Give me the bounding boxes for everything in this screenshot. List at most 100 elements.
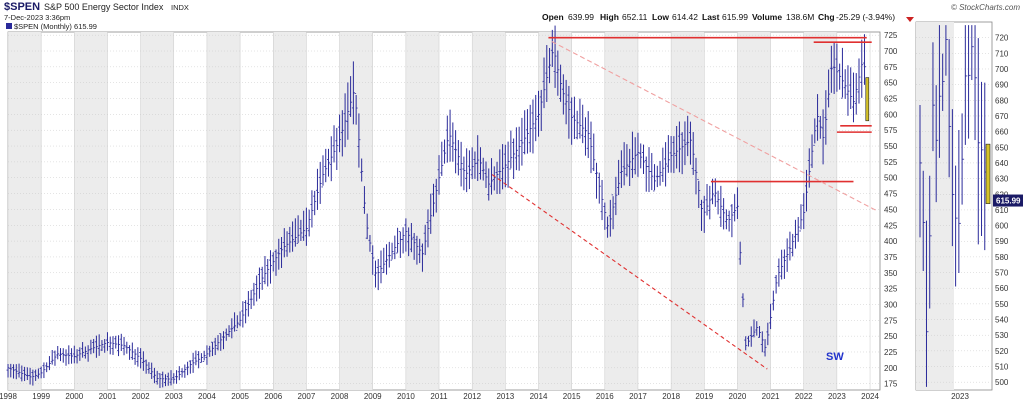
y-tick-label: 725 (884, 31, 898, 40)
low-value: 614.42 (672, 12, 698, 22)
mini-y-tick-label: 700 (995, 65, 1009, 74)
x-tick-label: 2018 (662, 392, 680, 401)
mini-y-tick-label: 660 (995, 128, 1009, 137)
x-tick-label: 2014 (530, 392, 548, 401)
year-shade-band (671, 32, 705, 390)
y-tick-label: 425 (884, 221, 898, 230)
mini-y-tick-label: 630 (995, 175, 1009, 184)
year-shade-band (8, 32, 42, 390)
x-tick-label: 2005 (231, 392, 249, 401)
mini-last-bar (985, 143, 991, 204)
y-tick-label: 550 (884, 142, 898, 151)
chart-ticker: $SPEN (4, 1, 40, 13)
y-tick-label: 675 (884, 63, 898, 72)
legend-swatch (6, 23, 12, 29)
mini-y-tick-label: 520 (995, 347, 1009, 356)
main-panel: 175 200 225 250 275 300 325 350 375 400 425 450 475 5… (0, 25, 898, 401)
y-tick-label: 600 (884, 110, 898, 119)
y-tick-label: 300 (884, 300, 898, 309)
mini-y-tick-label: 690 (995, 81, 1009, 90)
mini-y-tick-label: 680 (995, 96, 1009, 105)
x-tick-label: 2008 (331, 392, 349, 401)
y-tick-label: 500 (884, 174, 898, 183)
x-tick-label: 2010 (397, 392, 415, 401)
y-tick-label: 400 (884, 237, 898, 246)
mini-y-tick-label: 510 (995, 363, 1009, 372)
mini-y-tick-label: 710 (995, 49, 1009, 58)
x-tick-label: 2011 (430, 392, 448, 401)
mini-y-tick-label: 540 (995, 316, 1009, 325)
mini-y-tick-label: 560 (995, 284, 1009, 293)
chg-label: Chg (818, 12, 835, 22)
x-tick-label: 2020 (729, 392, 747, 401)
mini-y-tick-label: 610 (995, 206, 1009, 215)
y-tick-label: 625 (884, 95, 898, 104)
mini-y-tick-label: 550 (995, 300, 1009, 309)
ohlc-readout: Open 639.99 High 652.11 Low 614.42 Last … (542, 12, 914, 22)
x-tick-label: 2022 (795, 392, 813, 401)
x-tick-label: 2007 (298, 392, 316, 401)
last-label: Last (702, 12, 720, 22)
high-value: 652.11 (622, 12, 648, 22)
y-tick-label: 650 (884, 79, 898, 88)
y-tick-label: 275 (884, 316, 898, 325)
chart-exchange: INDX (171, 3, 189, 12)
y-tick-label: 575 (884, 126, 898, 135)
y-tick-label: 325 (884, 285, 898, 294)
x-tick-label: 2001 (99, 392, 117, 401)
x-tick-label: 2002 (132, 392, 150, 401)
open-label: Open (542, 12, 564, 22)
trend-line (551, 41, 877, 212)
x-tick-label: 2024 (861, 392, 879, 401)
mini-y-tick-label: 650 (995, 143, 1009, 152)
year-shade-band (339, 32, 373, 390)
x-tick-label: 2017 (629, 392, 647, 401)
trend-line (491, 174, 768, 370)
chg-value: -25.29 (-3.94%) (836, 12, 895, 22)
y-tick-label: 175 (884, 380, 898, 389)
down-arrow-icon (906, 17, 914, 22)
year-shade-band (472, 32, 506, 390)
mini-y-tick-label: 570 (995, 269, 1009, 278)
year-shade-band (803, 32, 837, 390)
year-shade-band (140, 32, 174, 390)
mini-y-tick-label: 670 (995, 112, 1009, 121)
x-tick-label: 2015 (563, 392, 581, 401)
y-tick-label: 200 (884, 364, 898, 373)
x-tick-label: 2021 (762, 392, 780, 401)
chart-datetime: 7-Dec-2023 3:36pm (4, 13, 70, 22)
x-tick-label: 2000 (65, 392, 83, 401)
mini-y-tick-label: 590 (995, 237, 1009, 246)
mini-y-tick-label: 530 (995, 331, 1009, 340)
x-tick-label: 2016 (596, 392, 614, 401)
volume-value: 138.6M (786, 12, 814, 22)
open-value: 639.99 (568, 12, 594, 22)
x-tick-label: 2013 (496, 392, 514, 401)
volume-label: Volume (752, 12, 782, 22)
mini-y-tick-label: 640 (995, 159, 1009, 168)
y-tick-label: 375 (884, 253, 898, 262)
mini-y-tick-label: 580 (995, 253, 1009, 262)
y-tick-label: 225 (884, 348, 898, 357)
mini-x-tick-label: 2023 (951, 392, 969, 401)
stockcharts-logo: © StockCharts.com (951, 3, 1020, 12)
annotation-sw: SW (826, 351, 844, 363)
x-tick-label: 2012 (463, 392, 481, 401)
y-tick-label: 525 (884, 158, 898, 167)
mini-y-tick-label: 600 (995, 222, 1009, 231)
year-shade-band (74, 32, 108, 390)
mini-y-tick-label: 500 (995, 378, 1009, 387)
chart-legend: $SPEN (Monthly) 615.99 (14, 22, 97, 31)
chart-name: S&P 500 Energy Sector Index (44, 2, 164, 12)
x-tick-label: 2004 (198, 392, 216, 401)
last-price-bar (865, 77, 870, 122)
mini-y-tick-label: 720 (995, 34, 1009, 43)
x-tick-label: 2006 (264, 392, 282, 401)
y-tick-label: 450 (884, 205, 898, 214)
last-value: 615.99 (722, 12, 748, 22)
x-tick-label: 1999 (32, 392, 50, 401)
y-tick-label: 700 (884, 47, 898, 56)
low-label: Low (652, 12, 669, 22)
